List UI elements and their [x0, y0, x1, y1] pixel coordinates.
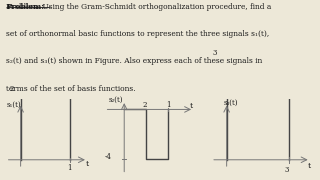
Text: Problem:: Problem:: [6, 3, 44, 11]
Text: 3: 3: [284, 166, 289, 174]
Text: -4: -4: [105, 153, 111, 161]
Text: s₂(t): s₂(t): [109, 95, 124, 104]
Text: Problem: Using the Gram-Schmidt orthogonalization procedure, find a: Problem: Using the Gram-Schmidt orthogon…: [6, 3, 272, 11]
Text: s₂(t) and s₃(t) shown in Figure. Also express each of these signals in: s₂(t) and s₃(t) shown in Figure. Also ex…: [6, 57, 263, 66]
Text: s₃(t): s₃(t): [224, 99, 238, 107]
Text: set of orthonormal basic functions to represent the three signals s₁(t),: set of orthonormal basic functions to re…: [6, 30, 270, 38]
Text: t: t: [308, 162, 311, 170]
Text: 1: 1: [68, 164, 72, 172]
Text: 1: 1: [166, 101, 170, 109]
Text: 3: 3: [213, 49, 217, 57]
Text: t: t: [85, 160, 88, 168]
Text: terms of the set of basis functions.: terms of the set of basis functions.: [6, 85, 136, 93]
Text: 2: 2: [143, 101, 148, 109]
Text: 2: 2: [10, 85, 14, 93]
Text: t: t: [190, 102, 193, 110]
Text: s₁(t): s₁(t): [7, 100, 21, 108]
